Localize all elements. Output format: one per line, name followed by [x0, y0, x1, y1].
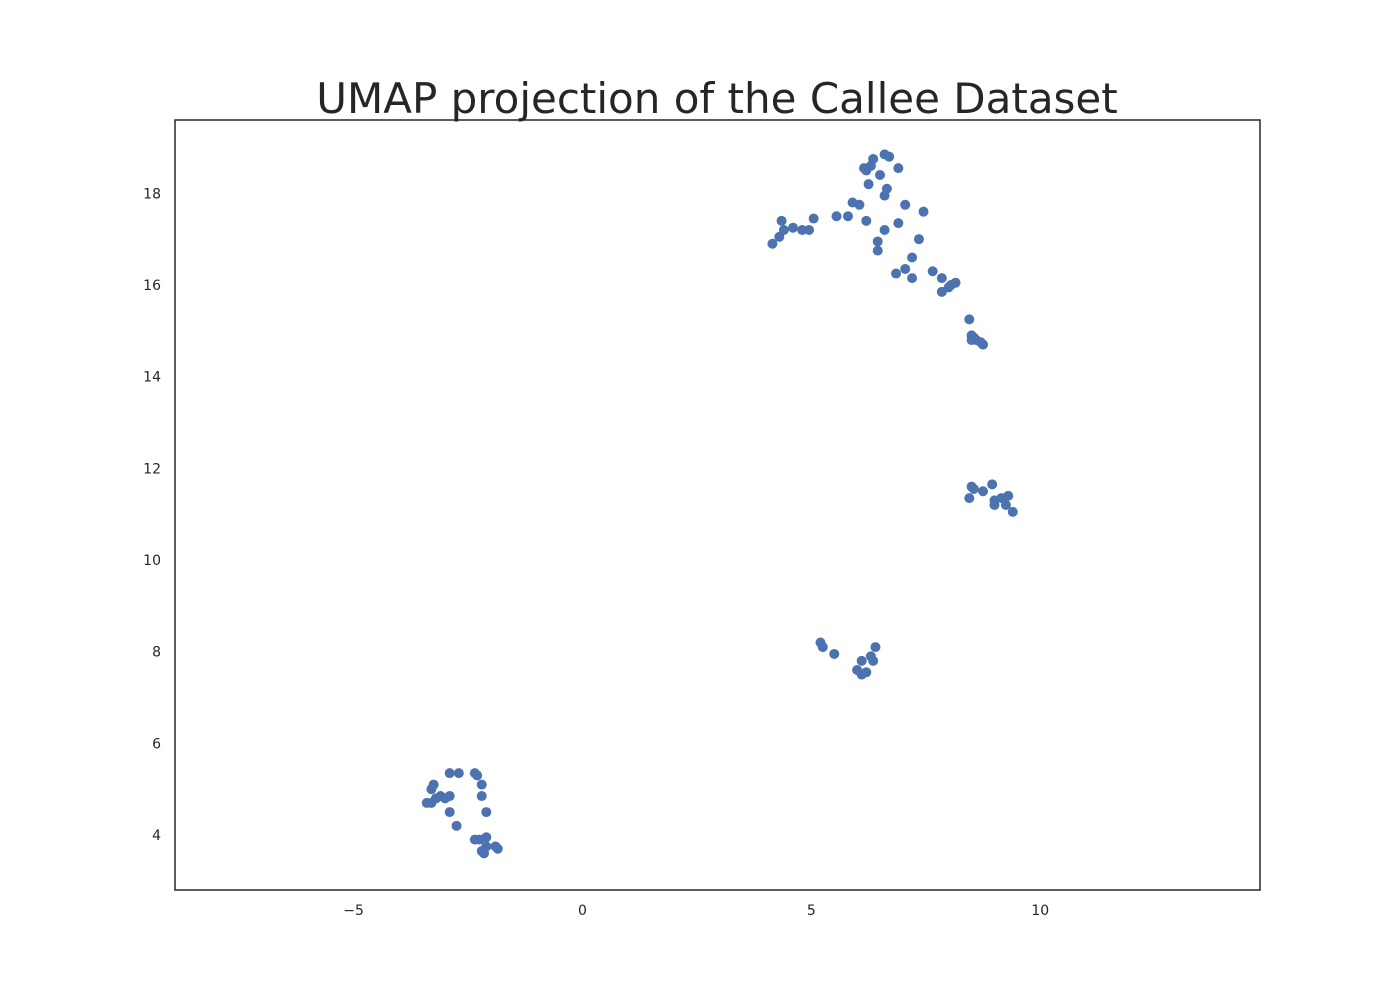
data-point [861, 667, 872, 678]
data-point [476, 779, 487, 790]
data-point [989, 500, 1000, 510]
data-point [900, 199, 911, 210]
data-point [978, 486, 989, 497]
data-point [804, 225, 815, 235]
data-point [444, 807, 455, 818]
data-point [868, 655, 879, 666]
data-point [817, 642, 828, 653]
x-tick-label: −5 [343, 903, 364, 919]
data-point [428, 779, 439, 790]
data-point [1000, 500, 1011, 510]
data-point [776, 215, 787, 226]
data-point [950, 277, 961, 288]
data-point [964, 493, 975, 504]
data-point [444, 768, 455, 779]
data-point [426, 797, 437, 808]
data-point [1007, 506, 1018, 517]
chart-title: UMAP projection of the Callee Dataset [316, 74, 1118, 123]
data-point [891, 268, 902, 279]
data-point [918, 206, 929, 217]
data-point [451, 820, 462, 831]
data-point [797, 225, 808, 235]
data-point [872, 245, 883, 256]
y-tick-label: 12 [143, 461, 161, 477]
data-point [865, 160, 876, 171]
data-point [879, 190, 890, 201]
data-point [884, 151, 895, 162]
data-point [861, 215, 872, 226]
data-point [913, 234, 924, 245]
data-point [492, 843, 503, 854]
data-point [987, 479, 998, 490]
y-tick-label: 8 [152, 645, 161, 661]
data-point [870, 642, 881, 653]
data-point [854, 199, 865, 210]
data-point [444, 791, 455, 802]
y-tick-label: 4 [152, 828, 161, 844]
data-point [481, 832, 492, 843]
data-point [863, 179, 874, 190]
plot-area-frame [174, 119, 1261, 891]
x-tick-label: 0 [578, 903, 587, 919]
y-tick-label: 18 [143, 186, 161, 202]
data-point [893, 218, 904, 229]
x-tick-label: 5 [807, 903, 816, 919]
data-point [927, 266, 938, 277]
data-point [476, 791, 487, 802]
data-point [842, 211, 853, 222]
y-tick-label: 6 [152, 736, 161, 752]
data-point [964, 314, 975, 325]
x-tick-label: 10 [1031, 903, 1049, 919]
data-point [856, 655, 867, 666]
data-point [936, 273, 947, 284]
data-point [907, 273, 918, 284]
data-point [900, 263, 911, 274]
y-tick-label: 14 [143, 370, 161, 386]
data-point [968, 483, 979, 494]
data-point [479, 848, 490, 859]
scatter-points [421, 149, 1018, 859]
y-axis-ticks: 4 6 8 10 12 14 16 18 [143, 186, 161, 844]
data-point [778, 225, 789, 235]
data-point [978, 339, 989, 350]
data-point [893, 163, 904, 174]
data-point [879, 225, 890, 235]
y-tick-label: 10 [143, 553, 161, 569]
data-point [875, 170, 886, 180]
data-point [808, 213, 819, 224]
data-point [481, 807, 492, 818]
data-point [767, 238, 778, 249]
data-point [1003, 490, 1014, 501]
data-point [831, 211, 842, 222]
data-point [907, 252, 918, 263]
data-point [872, 236, 883, 247]
data-point [788, 222, 799, 233]
y-tick-label: 16 [143, 278, 161, 294]
data-point [472, 770, 483, 781]
data-point [829, 648, 840, 659]
x-axis-ticks: −5 0 5 10 [343, 903, 1049, 919]
data-point [453, 768, 464, 779]
